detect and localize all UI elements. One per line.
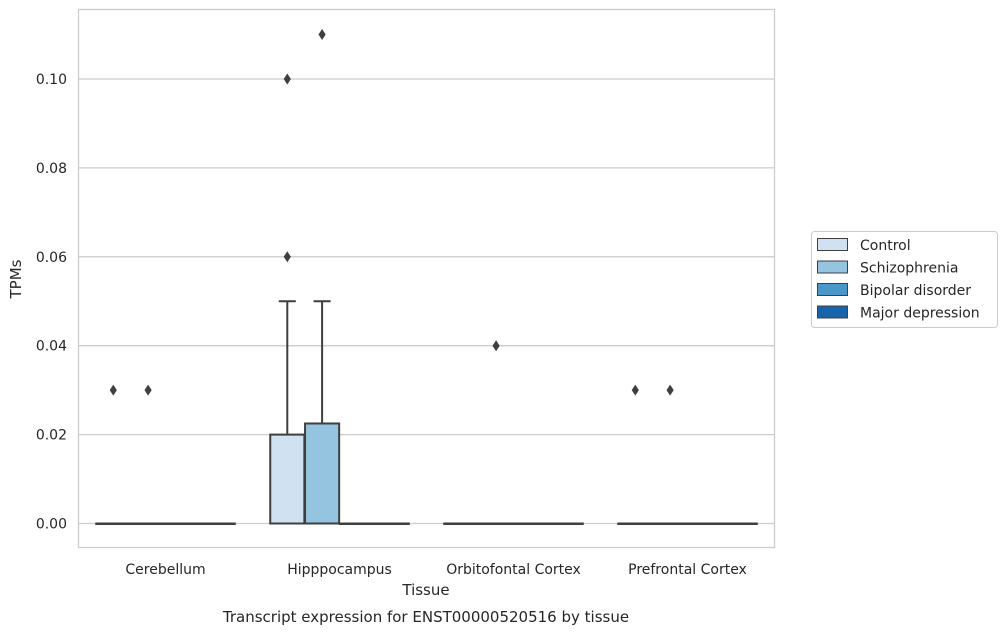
box-schizophrenia (304, 29, 341, 525)
box-body (304, 422, 341, 525)
box-bipolar-disorder (686, 522, 723, 525)
outlier-point (283, 73, 291, 85)
x-tick-label: Cerebellum (125, 562, 205, 578)
box-control (95, 384, 132, 525)
box-schizophrenia (478, 340, 515, 525)
legend-frame (811, 231, 998, 328)
chart-caption: Transcript expression for ENST0000052051… (222, 608, 629, 626)
legend-swatch (817, 283, 848, 296)
legend-label: Bipolar disorder (860, 283, 971, 299)
outlier-point (666, 384, 674, 396)
y-tick-label: 0.08 (36, 161, 67, 177)
box-major-depression (199, 522, 236, 525)
outlier-point (492, 340, 500, 352)
x-axis-title: Tissue (401, 581, 449, 599)
y-gridlines (78, 78, 775, 525)
plot-area-frame (77, 8, 776, 549)
outlier-point (144, 384, 152, 396)
outlier-point (283, 251, 291, 263)
x-tick-label: Prefrontal Cortex (628, 562, 747, 578)
y-tick-label: 0.02 (36, 428, 67, 444)
y-tick-label: 0.00 (36, 517, 67, 533)
y-tick-label: 0.06 (36, 250, 67, 266)
box-major-depression (721, 522, 758, 525)
box-control (443, 522, 480, 525)
box-bipolar-disorder (512, 522, 549, 525)
x-tick-label: Orbitofontal Cortex (446, 562, 581, 578)
box-control (269, 73, 306, 525)
box-bipolar-disorder (164, 522, 201, 525)
box-major-depression (373, 522, 410, 525)
box-schizophrenia (130, 384, 167, 525)
legend-label: Schizophrenia (860, 261, 958, 277)
box-bipolar-disorder (338, 522, 375, 525)
legend-swatch (817, 238, 848, 251)
box-major-depression (547, 522, 584, 525)
box-body (269, 433, 306, 525)
legend-label: Major depression (860, 306, 980, 322)
outlier-point (318, 29, 326, 41)
y-axis-title: TPMs (7, 259, 25, 299)
y-tick-label: 0.10 (36, 72, 67, 88)
legend-swatch (817, 305, 848, 319)
y-tick-label: 0.04 (36, 339, 67, 355)
legend-swatch (817, 260, 848, 274)
outlier-point (631, 384, 639, 396)
box-schizophrenia (652, 384, 689, 525)
legend-label: Control (860, 238, 911, 254)
outlier-point (109, 384, 117, 396)
box-control (617, 384, 654, 525)
x-tick-label: Hipppocampus (287, 562, 392, 578)
legend: Control Schizophrenia Bipolar disorder Majo… (811, 231, 998, 328)
y-tick-labels: 0.00 0.02 0.04 0.06 0.08 0.10 (36, 72, 67, 533)
box-series (95, 29, 758, 525)
x-tick-labels: Cerebellum Hipppocampus Orbitofontal Corte… (125, 562, 746, 578)
